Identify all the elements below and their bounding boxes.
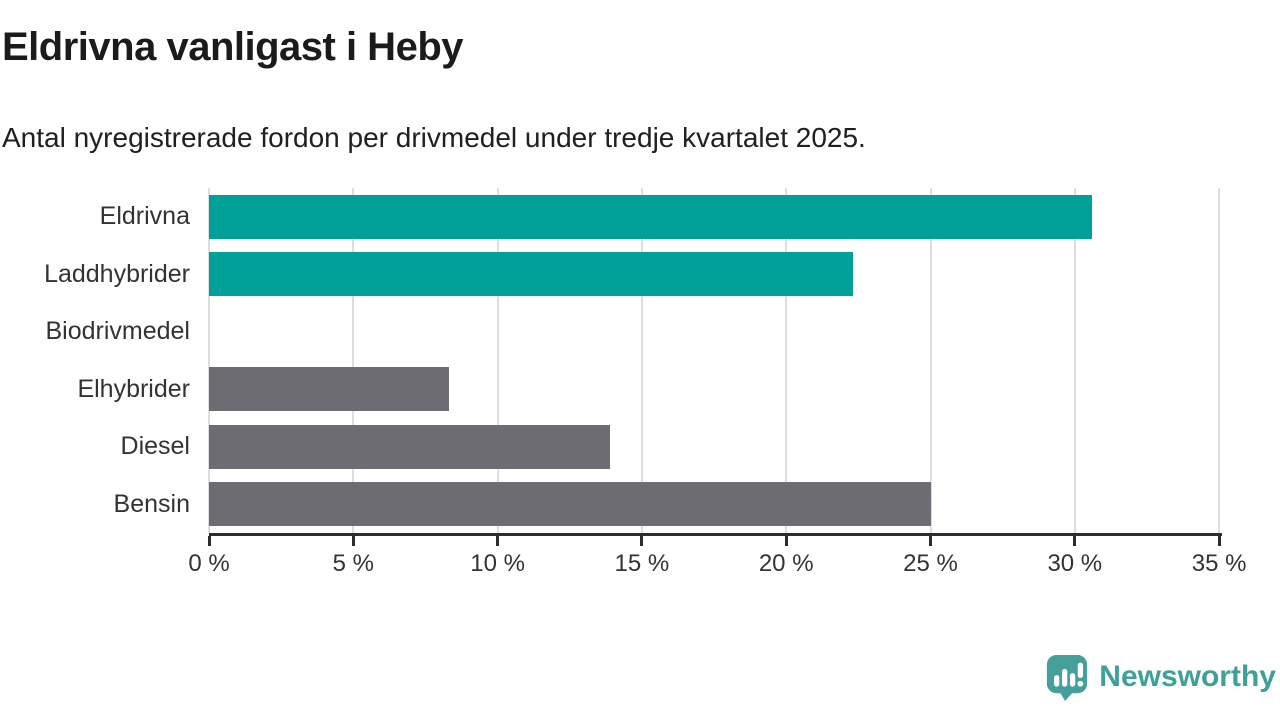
x-tick-label-15: 15 % [614, 550, 670, 577]
y-axis-labels: Eldrivna Laddhybrider Biodrivmedel Elhybrid… [0, 188, 190, 533]
bar-row-bensin [209, 476, 1225, 534]
x-tick-0 [207, 536, 211, 546]
bar-bensin [209, 482, 931, 527]
x-tick-label-0: 0 % [188, 550, 230, 577]
gridline-0 [208, 188, 210, 533]
x-tick-10 [496, 536, 500, 546]
gridline-25 [929, 188, 932, 533]
category-label-elhybrider: Elhybrider [77, 374, 190, 403]
gridline-5 [352, 188, 355, 533]
gridline-20 [785, 188, 788, 533]
bar-row-diesel [209, 418, 1225, 476]
gridline-35 [1218, 188, 1221, 533]
gridline-30 [1073, 188, 1076, 533]
x-tick-20 [784, 536, 788, 546]
x-tick-30 [1073, 536, 1077, 546]
bar-laddhybrider [209, 252, 853, 297]
bar-row-laddhybrider [209, 246, 1225, 304]
newsworthy-brand-text: Newsworthy [1099, 660, 1276, 693]
bar-diesel [209, 424, 611, 469]
x-tick-15 [640, 536, 644, 546]
bar-row-elhybrider [209, 361, 1225, 419]
x-tick-label-10: 10 % [470, 550, 525, 577]
category-label-laddhybrider: Laddhybrider [44, 259, 190, 288]
gridline-10 [496, 188, 499, 533]
gridline-15 [640, 188, 643, 533]
category-label-diesel: Diesel [120, 432, 190, 461]
chart-subtitle: Antal nyregistrerade fordon per drivmede… [2, 122, 866, 153]
bar-rows [209, 188, 1225, 533]
bar-row-biodrivmedel [209, 303, 1225, 361]
x-tick-label-30: 30 % [1047, 550, 1103, 577]
x-axis-line [209, 533, 1222, 536]
plot-area [208, 188, 1225, 533]
x-tick-label-5: 5 % [332, 550, 374, 577]
category-label-biodrivmedel: Biodrivmedel [45, 317, 190, 346]
x-tick-label-35: 35 % [1191, 550, 1247, 577]
newsworthy-logo-icon [1044, 652, 1090, 702]
page-title: Eldrivna vanligast i Heby [2, 25, 464, 69]
x-tick-35 [1217, 536, 1221, 546]
x-tick-label-20: 20 % [758, 550, 814, 577]
x-tick-5 [351, 536, 355, 546]
x-tick-25 [929, 536, 932, 546]
bar-eldrivna [209, 194, 1093, 239]
x-tick-label-25: 25 % [903, 550, 958, 577]
newsworthy-logo[interactable]: Newsworthy [1044, 652, 1276, 702]
bar-elhybrider [209, 367, 449, 412]
category-label-bensin: Bensin [113, 489, 190, 518]
bar-row-eldrivna [209, 188, 1225, 246]
category-label-eldrivna: Eldrivna [99, 202, 190, 231]
bar-chart: Eldrivna Laddhybrider Biodrivmedel Elhybrid… [0, 188, 1280, 588]
